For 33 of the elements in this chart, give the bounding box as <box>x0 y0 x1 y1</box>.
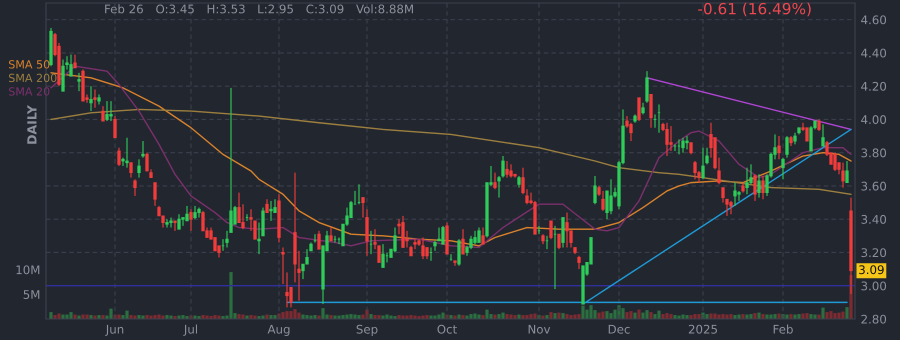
annotation: O:3.45 <box>156 4 194 14</box>
annotation: 3.09 <box>859 265 884 274</box>
y-tick-label: 3.40 <box>861 214 886 224</box>
y-tick-label: 3.80 <box>861 148 886 158</box>
text: DAILY <box>27 104 36 144</box>
x-tick-label: Jun <box>105 324 124 336</box>
series-label: SMA 20 <box>8 87 50 96</box>
x-tick-label: Jul <box>183 324 198 336</box>
y2-tick-label: 5M <box>24 290 40 299</box>
x-tick-label: Nov <box>528 324 550 334</box>
annotation: Vol:8.88M <box>356 4 413 14</box>
x-tick-label: Oct <box>437 324 457 334</box>
annotation: H:3.53 <box>208 4 245 14</box>
y-tick-label: 3.60 <box>861 182 886 191</box>
y-tick-label: 4.20 <box>861 82 886 91</box>
y-tick-label: 4.60 <box>861 15 886 24</box>
x-tick-label: 2025 <box>688 324 717 334</box>
annotation: -0.61 (16.49%) <box>698 2 811 16</box>
x-tick-label: Aug <box>268 324 290 336</box>
annotation: Feb 26 <box>105 4 143 14</box>
y2-tick-label: 10M <box>16 265 40 274</box>
y-tick-label: 4.00 <box>861 115 886 124</box>
y-tick-label: 2.80 <box>861 314 886 324</box>
annotation: C:3.09 <box>306 4 344 14</box>
annotation: L:2.95 <box>258 4 293 14</box>
text: SMA 200 <box>8 74 56 82</box>
y-tick-label: 3.20 <box>861 248 886 258</box>
y-tick-label: 4.40 <box>861 48 886 58</box>
x-tick-label: Feb <box>774 324 793 334</box>
x-tick-label: Dec <box>608 324 630 334</box>
y-tick-label: 3.00 <box>861 281 886 290</box>
series-label: SMA 50 <box>8 60 50 69</box>
x-tick-label: Sep <box>356 324 378 336</box>
